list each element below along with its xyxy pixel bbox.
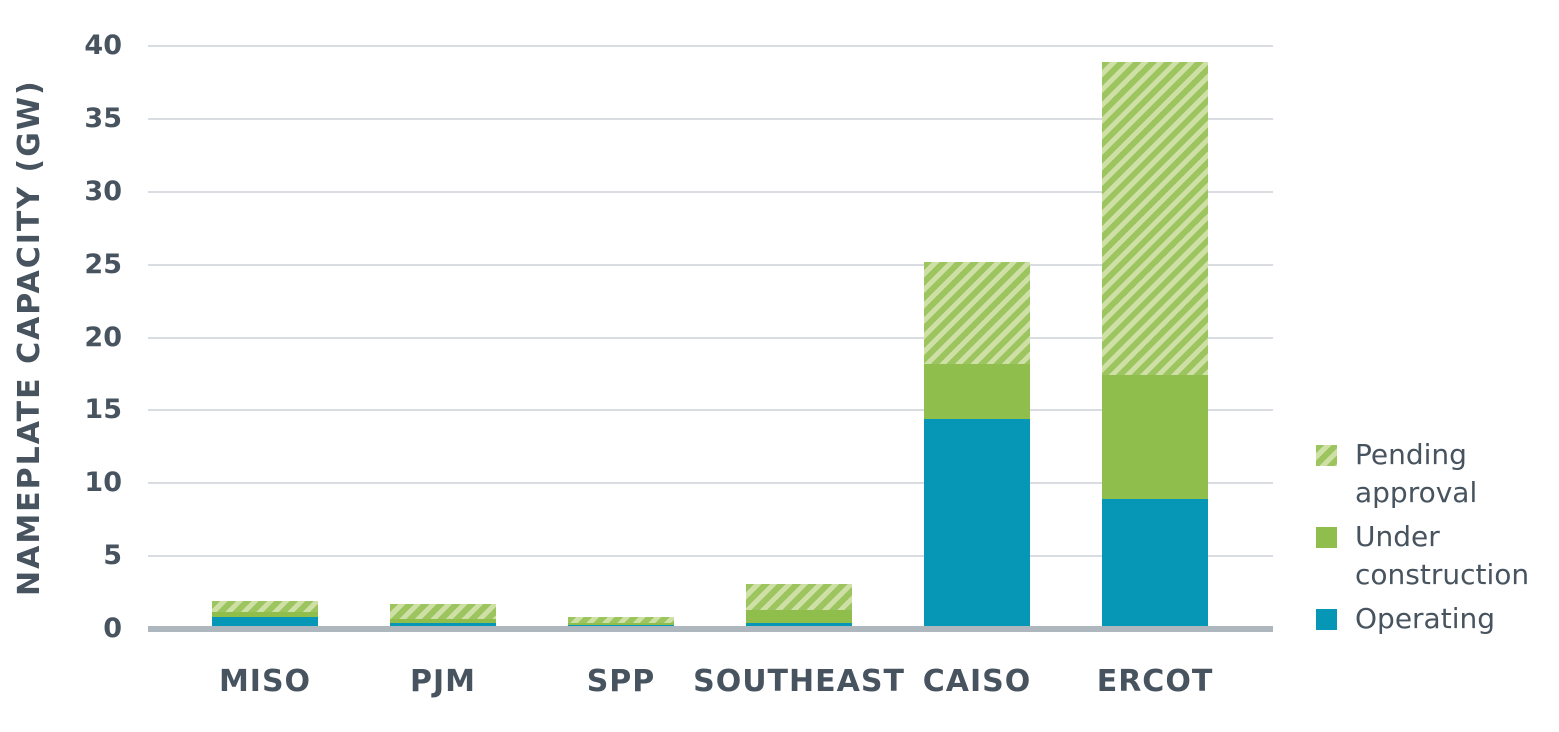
- bar-ercot: [1102, 62, 1208, 629]
- bar-caiso: [924, 261, 1030, 629]
- gridline-5: [148, 555, 1273, 558]
- legend-swatch-solid-green-icon: [1316, 527, 1337, 548]
- bar-segment-miso-under-construction: [212, 611, 318, 618]
- y-tick-label-25: 25: [84, 248, 122, 280]
- bar-segment-pjm-pending-approval: [390, 604, 496, 619]
- bar-segment-ercot-under-construction: [1102, 375, 1208, 500]
- gridline-10: [148, 482, 1273, 485]
- y-tick-label-35: 35: [84, 102, 122, 134]
- x-label-southeast: SOUTHEAST: [693, 664, 905, 699]
- bar-segment-caiso-under-construction: [924, 363, 1030, 420]
- legend-label: Under construction: [1355, 520, 1530, 591]
- bar-segment-caiso-operating: [924, 419, 1030, 629]
- bar-segment-southeast-pending-approval: [746, 583, 852, 611]
- gridline-40: [148, 45, 1273, 47]
- legend-item-under-construction: Under construction: [1316, 518, 1551, 594]
- bar-miso: [212, 601, 318, 629]
- legend-item-operating: Operating: [1316, 600, 1551, 638]
- bar-segment-miso-operating: [212, 617, 318, 629]
- y-tick-label-0: 0: [103, 613, 122, 644]
- bar-segment-ercot-pending-approval: [1102, 62, 1208, 376]
- gridline-20: [148, 336, 1273, 339]
- gridline-30: [148, 190, 1273, 193]
- x-label-caiso: CAISO: [922, 664, 1032, 699]
- x-label-miso: MISO: [218, 664, 312, 699]
- legend-item-pending-approval: Pending approval: [1316, 436, 1551, 512]
- plot-area: [148, 45, 1273, 629]
- bar-segment-caiso-pending-approval: [924, 261, 1030, 364]
- bar-segment-spp-pending-approval: [568, 617, 674, 624]
- y-tick-label-5: 5: [103, 540, 122, 572]
- legend-swatch-hatch-green-icon: [1316, 445, 1337, 466]
- x-label-ercot: ERCOT: [1096, 664, 1214, 699]
- y-tick-label-20: 20: [84, 321, 122, 353]
- bar-southeast: [746, 583, 852, 629]
- y-tick-label-15: 15: [84, 394, 122, 426]
- bar-segment-pjm-under-construction: [390, 618, 496, 624]
- y-tick-label-40: 40: [84, 30, 122, 61]
- x-label-spp: SPP: [586, 664, 656, 699]
- bar-segment-spp-under-construction: [568, 623, 674, 625]
- bar-segment-southeast-under-construction: [746, 610, 852, 624]
- bar-segment-miso-pending-approval: [212, 601, 318, 612]
- legend-swatch-solid-teal-icon: [1316, 609, 1337, 630]
- y-tick-label-10: 10: [84, 467, 122, 499]
- legend-label: Operating: [1355, 602, 1495, 635]
- y-tick-label-30: 30: [84, 175, 122, 207]
- gridline-25: [148, 263, 1273, 266]
- gridline-15: [148, 409, 1273, 412]
- x-axis-baseline: [148, 626, 1273, 632]
- x-label-pjm: PJM: [409, 664, 477, 699]
- bar-segment-ercot-operating: [1102, 499, 1208, 629]
- legend: Pending approval Under construction Operat…: [1316, 436, 1551, 644]
- legend-label: Pending approval: [1355, 438, 1478, 509]
- gridline-35: [148, 117, 1273, 120]
